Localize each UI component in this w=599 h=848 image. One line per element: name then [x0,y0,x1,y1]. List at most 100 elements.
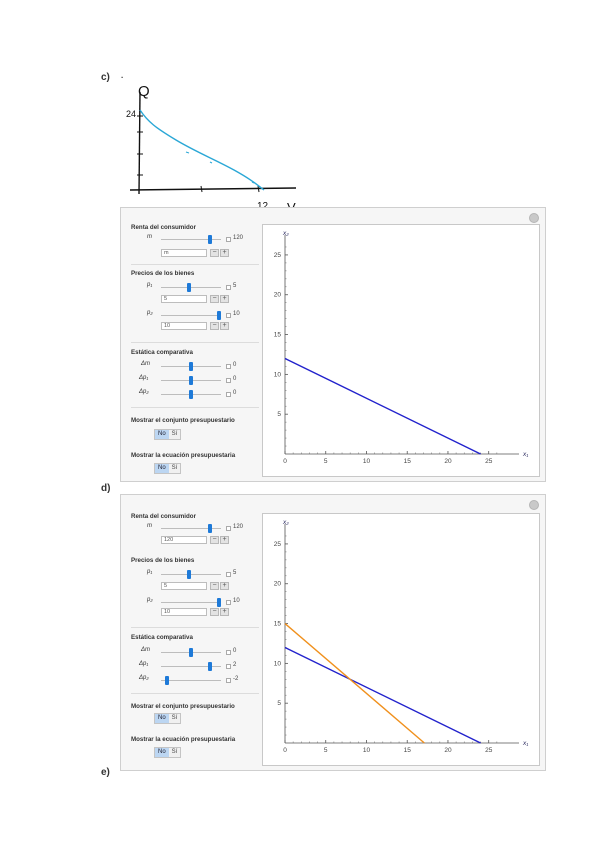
dp1-expand-icon[interactable] [226,664,231,669]
toggle-si[interactable]: Sí [171,431,178,437]
y-tick-label: 10 [274,371,282,378]
part-label-e: e) [101,767,110,778]
p1-plus-button[interactable]: + [220,295,229,303]
dp2-slider-track[interactable] [161,680,221,681]
p1-slider-thumb[interactable] [187,283,192,292]
show-set-toggle[interactable]: No Sí [154,713,182,724]
y-tick-label: 5 [277,700,281,707]
p2-minus-button[interactable]: − [210,608,219,616]
p2-input[interactable]: 10 [161,608,207,616]
dp2-expand-icon[interactable] [226,392,231,397]
p2-slider-thumb[interactable] [217,598,222,607]
m-value: 120 [233,235,244,241]
divider [131,264,259,265]
p2-plus-button[interactable]: + [220,608,229,616]
dp1-value: 2 [233,662,237,668]
y-tick-label: 20 [274,292,282,299]
show-set-toggle[interactable]: No Sí [154,429,182,440]
y-tick-label: 25 [274,252,282,259]
m-slider-track[interactable] [161,528,221,529]
dp1-slider-thumb[interactable] [189,376,193,385]
plot-frame: 0 5 10 15 20 25 5 10 15 20 25 x₁ x₂ [262,513,540,766]
toggle-no[interactable]: No [155,714,169,723]
dm-slider-thumb[interactable] [189,362,193,371]
m-expand-icon[interactable] [226,237,231,242]
p2-slider-track[interactable] [161,315,221,316]
p2-expand-icon[interactable] [226,600,231,605]
p2-input[interactable]: 10 [161,322,207,330]
show-eq-label: Mostrar la ecuación presupuestaria [131,736,236,743]
p1-label: p₁ [147,282,153,288]
gear-icon[interactable] [529,500,539,510]
m-input[interactable]: 120 [161,536,207,544]
p1-expand-icon[interactable] [226,572,231,577]
m-slider-thumb[interactable] [208,235,213,244]
p1-label: p₁ [147,569,153,575]
dp2-slider-thumb[interactable] [189,390,193,399]
p1-minus-button[interactable]: − [210,295,219,303]
static-title: Estática comparativa [131,349,193,356]
toggle-si[interactable]: Sí [171,715,178,721]
p1-slider-thumb[interactable] [187,570,192,579]
dp2-value: 0 [233,390,237,396]
dp1-slider-thumb[interactable] [208,662,213,671]
m-minus-button[interactable]: − [210,249,219,257]
toggle-no[interactable]: No [155,464,169,473]
p1-minus-button[interactable]: − [210,582,219,590]
budget-chart: 0 5 10 15 20 25 5 10 15 20 25 x₁ x₂ [274,519,529,754]
p1-input[interactable]: 5 [161,582,207,590]
p2-expand-icon[interactable] [226,313,231,318]
m-minus-button[interactable]: − [210,536,219,544]
x-tick-label: 5 [324,458,328,465]
m-plus-button[interactable]: + [220,536,229,544]
dm-value: 0 [233,362,237,368]
toggle-si[interactable]: Sí [171,749,178,755]
dp2-value: -2 [233,676,239,682]
toggle-si[interactable]: Sí [171,465,178,471]
m-slider-track[interactable] [161,239,221,240]
p2-slider-track[interactable] [161,602,221,603]
sketch-dots [185,151,255,184]
dm-expand-icon[interactable] [226,650,231,655]
x-tick-label: 20 [444,747,452,754]
dm-slider-thumb[interactable] [189,648,193,657]
x-tick-label: 0 [283,747,287,754]
stray-dot: . [121,71,124,80]
dp1-slider-track[interactable] [161,666,221,667]
x-tick-label: 10 [363,747,371,754]
x-tick-label: 15 [404,747,412,754]
toggle-no[interactable]: No [155,748,169,757]
m-plus-button[interactable]: + [220,249,229,257]
hand-sketch: Q 24 12 V [126,83,297,214]
sketch-v-intercept: 12 [257,201,269,212]
show-eq-toggle[interactable]: No Sí [154,463,182,474]
y-axis-label: x₂ [282,519,289,526]
toggle-no[interactable]: No [155,430,169,439]
dp1-expand-icon[interactable] [226,378,231,383]
p2-label: p₂ [147,310,153,316]
p1-plus-button[interactable]: + [220,582,229,590]
budget-line-1 [284,357,481,455]
m-slider-thumb[interactable] [208,524,213,533]
sketch-ticks [137,115,260,193]
p2-slider-thumb[interactable] [217,311,222,320]
dp2-slider-thumb[interactable] [165,676,169,685]
dp2-expand-icon[interactable] [226,678,231,683]
income-title: Renta del consumidor [131,224,196,231]
p1-input[interactable]: 5 [161,295,207,303]
p2-plus-button[interactable]: + [220,322,229,330]
dm-expand-icon[interactable] [226,364,231,369]
budget-line-1 [284,646,481,744]
p2-minus-button[interactable]: − [210,322,219,330]
show-eq-toggle[interactable]: No Sí [154,747,182,758]
x-tick-label: 20 [444,458,452,465]
m-expand-icon[interactable] [226,526,231,531]
y-tick-label: 5 [277,411,281,418]
gear-icon[interactable] [529,213,539,223]
x-tick-label: 25 [485,747,493,754]
manipulate-panel-e: Renta del consumidor m 120 120 − + Preci… [120,494,546,771]
x-tick-label: 25 [485,458,493,465]
dm-label: Δm [141,361,151,367]
p1-expand-icon[interactable] [226,285,231,290]
m-input[interactable]: m [161,249,207,257]
